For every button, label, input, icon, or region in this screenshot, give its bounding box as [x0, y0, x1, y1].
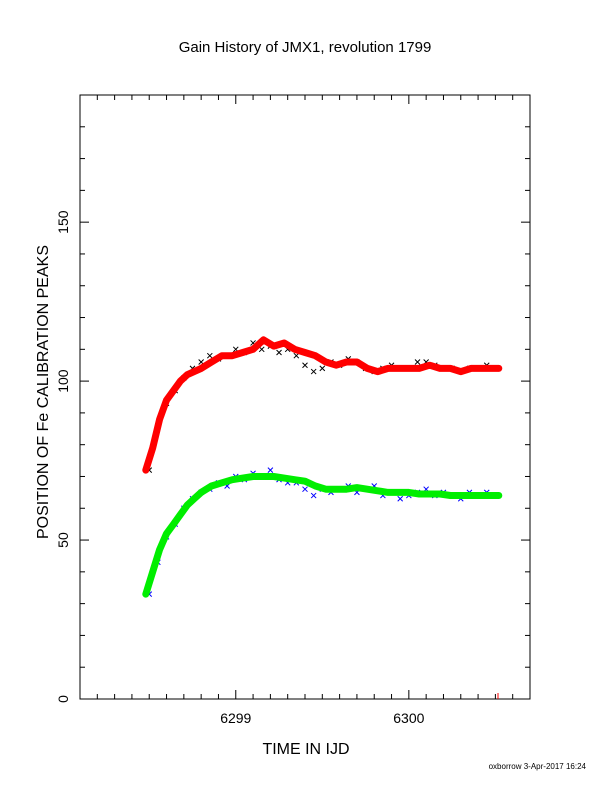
series-3	[142, 473, 503, 598]
data-point	[302, 486, 308, 493]
footer-credit: oxborrow 3-Apr-2017 16:24	[489, 762, 587, 771]
fit-line	[142, 473, 503, 598]
fit-line	[142, 336, 503, 474]
series-1	[142, 336, 503, 474]
data-point	[276, 349, 282, 356]
y-tick-labels: 0 50 100 150	[55, 210, 71, 703]
tick-marks	[79, 94, 531, 700]
x-tick-label: 6299	[220, 710, 251, 726]
y-tick-label: 0	[55, 695, 71, 703]
data-point	[310, 368, 317, 375]
x-tick-label: 6300	[393, 710, 424, 726]
data-point	[267, 467, 274, 473]
x-axis-label: TIME IN IJD	[262, 741, 349, 758]
data-point	[206, 352, 213, 359]
series-layer	[142, 336, 503, 598]
data-point	[310, 492, 317, 499]
chart-title: Gain History of JMX1, revolution 1799	[179, 39, 432, 56]
data-point	[319, 365, 326, 372]
y-tick-label: 100	[55, 369, 71, 393]
y-tick-label: 50	[55, 532, 71, 548]
plot-frame	[79, 94, 531, 700]
x-tick-labels: 6299 6300	[220, 710, 424, 726]
y-tick-label: 150	[55, 210, 71, 234]
data-point	[302, 362, 308, 369]
data-point	[414, 359, 421, 365]
y-axis-label: POSITION OF Fe CALIBRATION PEAKS	[35, 245, 52, 539]
data-point	[397, 495, 404, 502]
